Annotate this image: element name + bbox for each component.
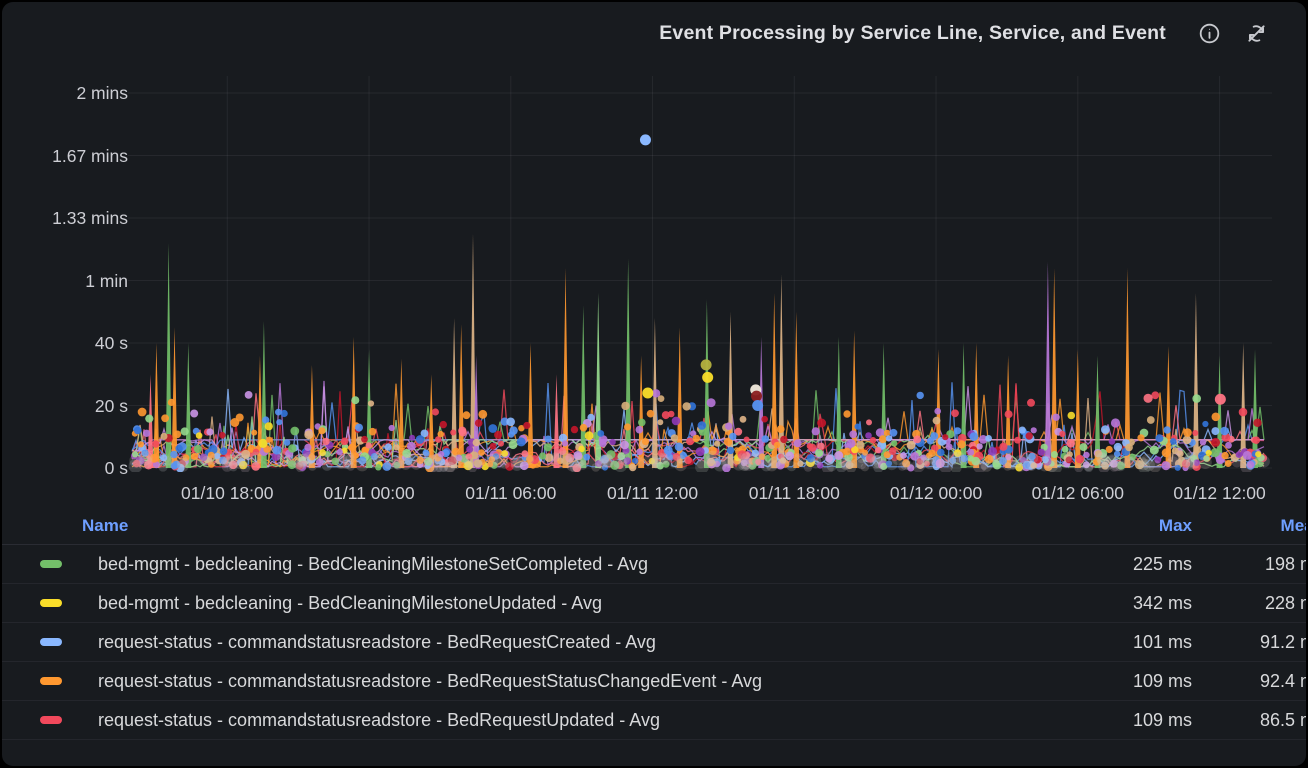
legend-column-max[interactable]: Max xyxy=(1158,516,1192,535)
time-series-chart[interactable]: 0 s 20 s 40 s 1 min 1.33 mins 1.67 mins 2 mins… xyxy=(2,2,1306,512)
legend-row[interactable]: bed-mgmt - bedcleaning - BedCleaningMile… xyxy=(2,584,1306,623)
x-tick-label: 01/12 12:00 xyxy=(1173,483,1266,503)
y-tick-label: 20 s xyxy=(94,395,128,416)
x-tick-label: 01/12 06:00 xyxy=(1031,483,1125,503)
series-max-value: 109 ms xyxy=(1132,670,1192,691)
series-color-swatch xyxy=(40,599,62,607)
legend-row[interactable]: request-status - commandstatusreadstore … xyxy=(2,662,1306,701)
legend-header-row: Name Max Mean xyxy=(2,508,1306,545)
legend-row[interactable]: request-status - commandstatusreadstore … xyxy=(2,701,1306,740)
info-icon[interactable] xyxy=(1198,22,1221,45)
series-label[interactable]: request-status - commandstatusreadstore … xyxy=(98,670,763,691)
refresh-off-icon[interactable] xyxy=(1245,22,1268,45)
series-max-value: 109 ms xyxy=(1132,709,1192,730)
x-tick-label: 01/12 00:00 xyxy=(889,483,983,503)
chart-canvas[interactable] xyxy=(2,2,1306,512)
series-color-swatch xyxy=(40,560,62,568)
y-tick-label: 1 min xyxy=(85,270,128,291)
series-label[interactable]: bed-mgmt - bedcleaning - BedCleaningMile… xyxy=(98,592,602,613)
x-tick-label: 01/11 00:00 xyxy=(323,483,415,503)
y-tick-label: 0 s xyxy=(104,458,128,478)
legend-table: Name Max Mean bed-mgmt - bedcleaning - B… xyxy=(2,508,1306,740)
y-tick-label: 1.33 mins xyxy=(52,208,128,228)
series-label[interactable]: request-status - commandstatusreadstore … xyxy=(98,709,660,730)
legend-column-mean[interactable]: Mean xyxy=(1280,516,1306,535)
series-max-value: 101 ms xyxy=(1132,631,1192,652)
series-color-swatch xyxy=(40,677,62,685)
series-mean-value: 92.4 ms xyxy=(1259,670,1306,691)
x-tick-label: 01/11 18:00 xyxy=(748,483,840,503)
series-max-value: 225 ms xyxy=(1132,553,1192,574)
y-tick-label: 1.67 mins xyxy=(52,145,128,166)
series-mean-value: 86.5 ms xyxy=(1259,709,1306,730)
series-color-swatch xyxy=(40,638,62,646)
series-mean-value: 228 ms xyxy=(1264,592,1306,613)
panel-header: Event Processing by Service Line, Servic… xyxy=(2,2,1306,64)
series-label[interactable]: bed-mgmt - bedcleaning - BedCleaningMile… xyxy=(98,553,648,574)
legend-column-name[interactable]: Name xyxy=(82,516,129,535)
panel-title: Event Processing by Service Line, Servic… xyxy=(659,21,1166,44)
series-label[interactable]: request-status - commandstatusreadstore … xyxy=(98,631,656,652)
y-tick-label: 40 s xyxy=(94,333,128,353)
y-tick-label: 2 mins xyxy=(76,83,128,103)
series-color-swatch xyxy=(40,716,62,724)
x-tick-label: 01/10 18:00 xyxy=(181,483,274,503)
x-tick-label: 01/11 12:00 xyxy=(606,483,699,503)
legend-row[interactable]: request-status - commandstatusreadstore … xyxy=(2,623,1306,662)
series-max-value: 342 ms xyxy=(1132,592,1192,613)
legend-row[interactable]: bed-mgmt - bedcleaning - BedCleaningMile… xyxy=(2,545,1306,584)
series-mean-value: 198 ms xyxy=(1264,553,1306,574)
x-tick-label: 01/11 06:00 xyxy=(465,483,557,503)
series-mean-value: 91.2 ms xyxy=(1259,631,1306,652)
